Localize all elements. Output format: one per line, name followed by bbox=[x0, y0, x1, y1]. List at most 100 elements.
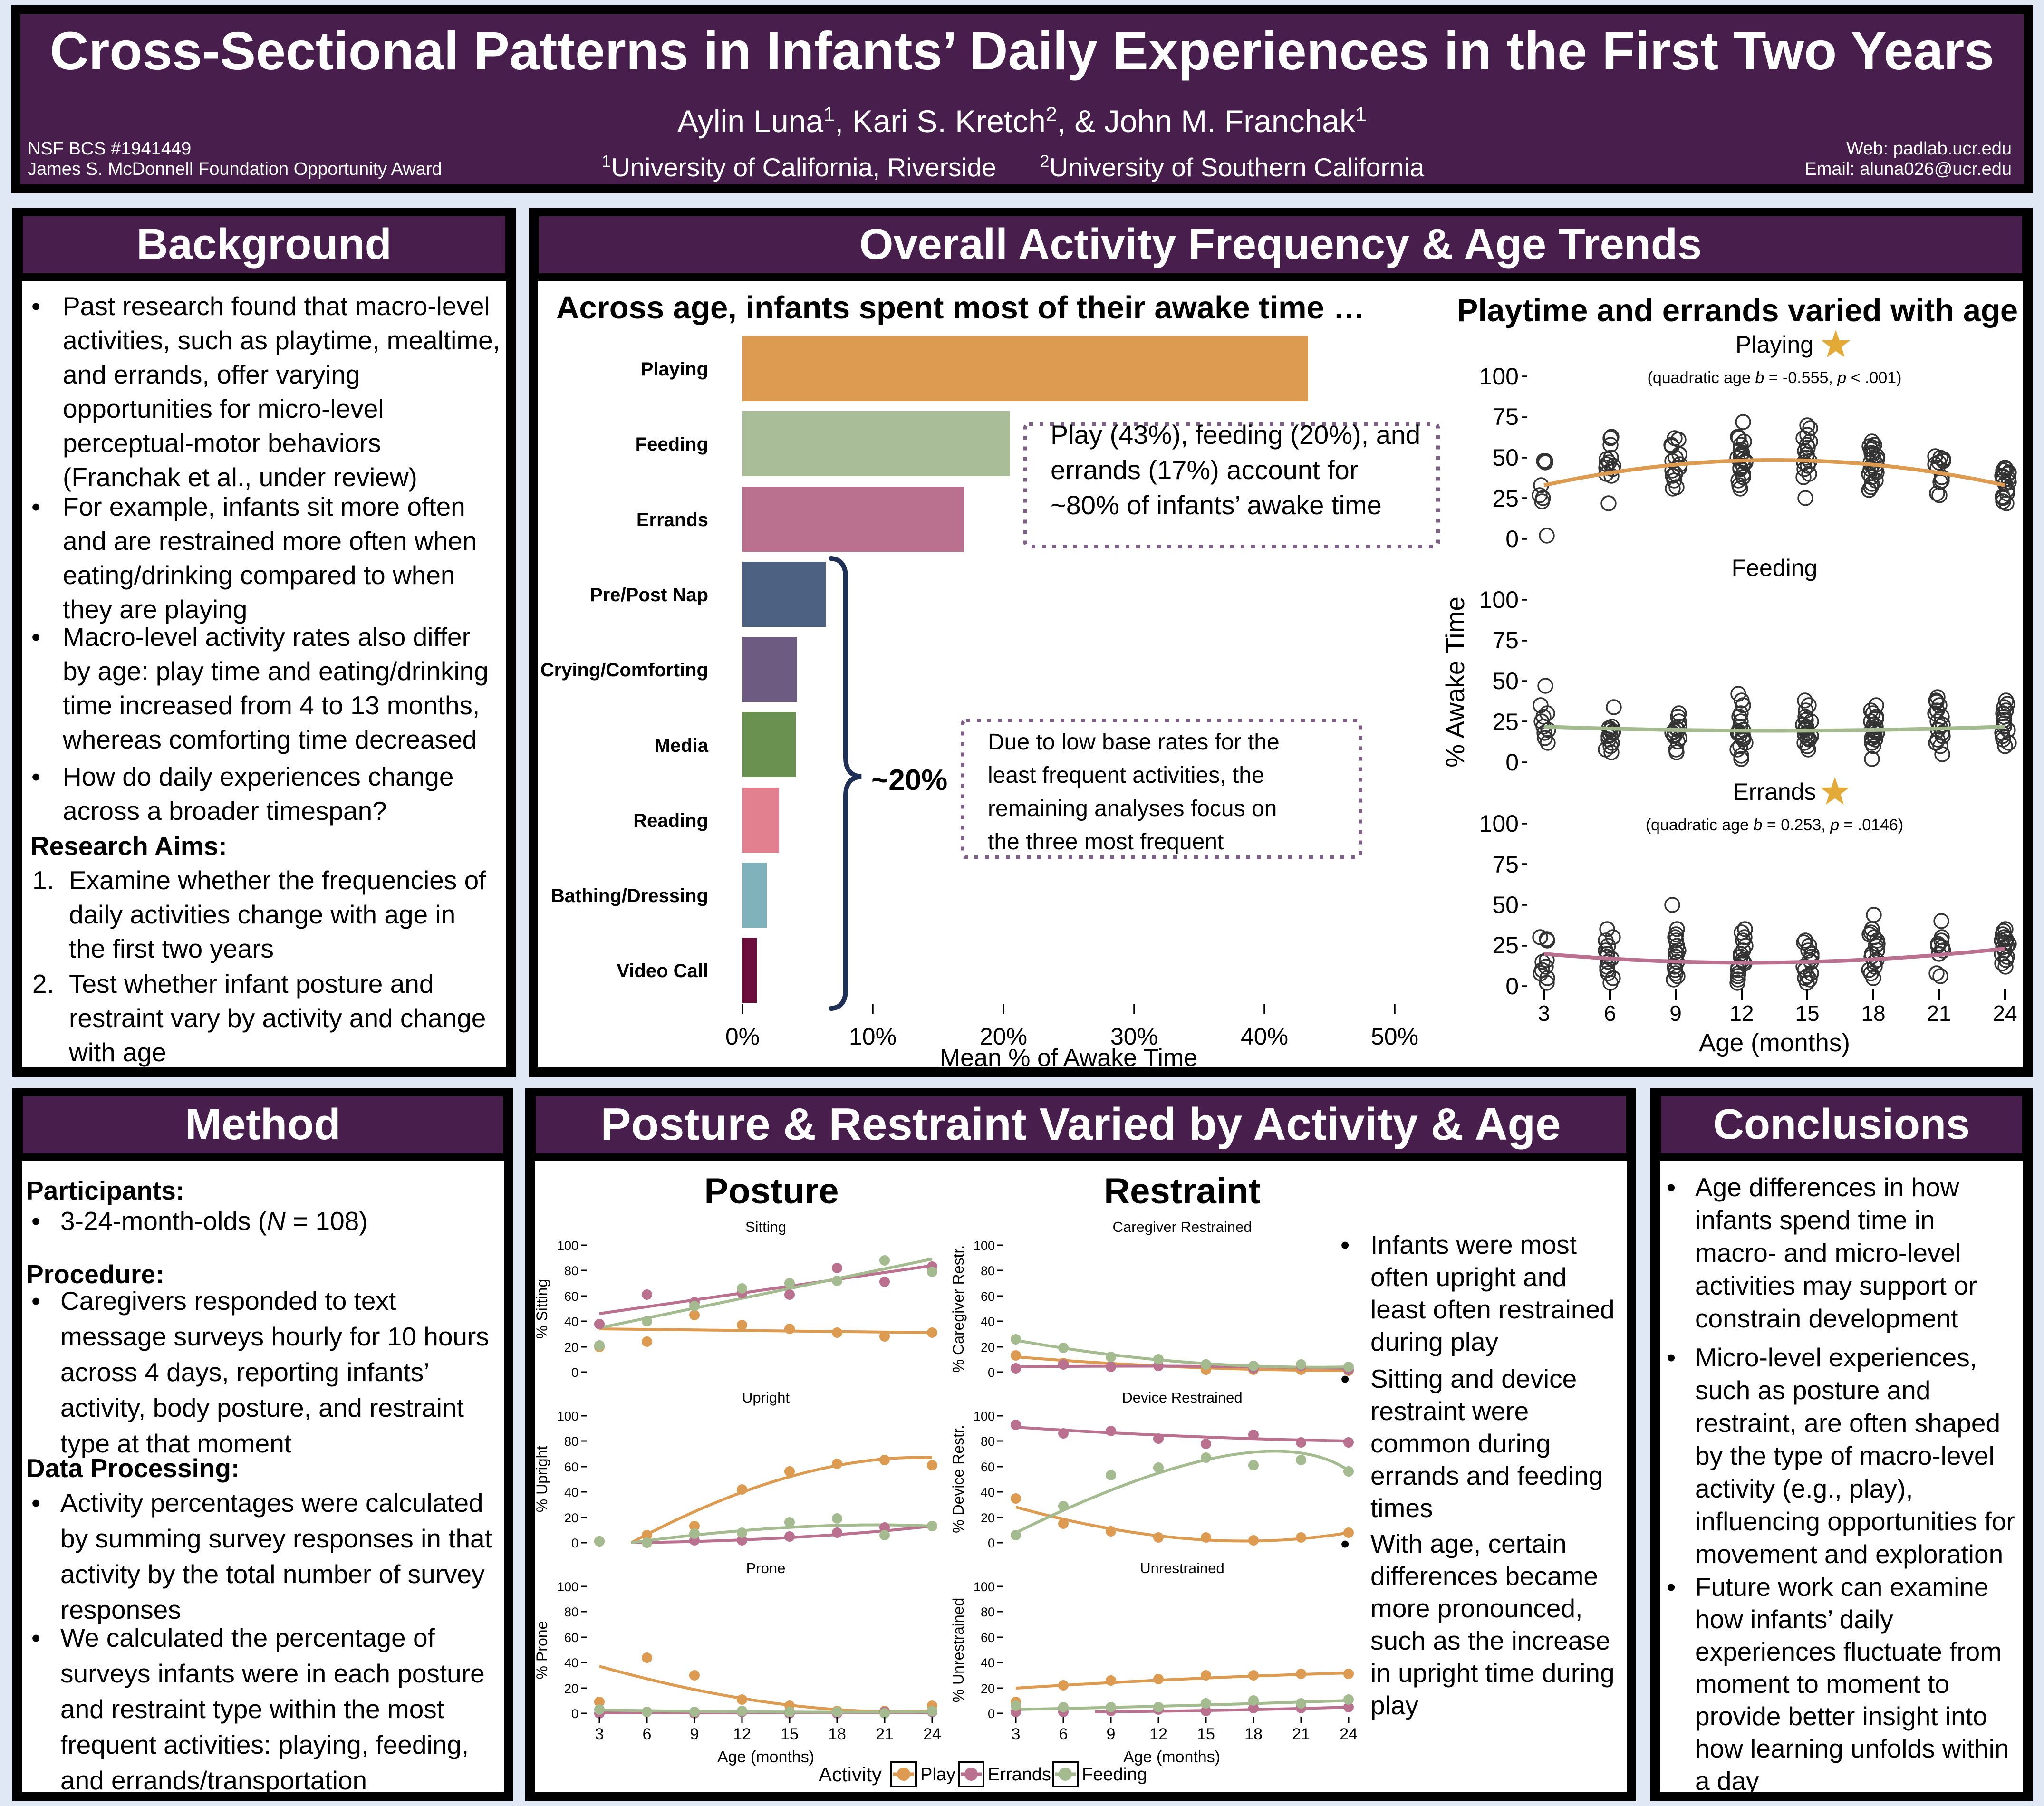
svg-text:80: 80 bbox=[564, 1434, 578, 1449]
svg-text:(quadratic age b = -0.555, p <: (quadratic age b = -0.555, p < .001) bbox=[1648, 369, 1902, 387]
svg-text:18: 18 bbox=[1861, 1001, 1885, 1026]
svg-text:100: 100 bbox=[974, 1239, 995, 1253]
svg-text:Feeding: Feeding bbox=[1732, 555, 1818, 581]
svg-text:6: 6 bbox=[1059, 1725, 1068, 1743]
svg-text:0: 0 bbox=[988, 1707, 995, 1721]
svg-text:Video Call: Video Call bbox=[617, 961, 708, 981]
svg-text:0: 0 bbox=[988, 1536, 995, 1550]
svg-text:3: 3 bbox=[1538, 1001, 1550, 1026]
svg-text:20: 20 bbox=[981, 1511, 995, 1525]
svg-text:60: 60 bbox=[981, 1631, 995, 1645]
svg-text:80: 80 bbox=[564, 1605, 578, 1619]
svg-text:100: 100 bbox=[557, 1580, 578, 1594]
svg-text:Prone: Prone bbox=[746, 1560, 786, 1576]
svg-text:100: 100 bbox=[974, 1580, 995, 1594]
svg-text:24: 24 bbox=[923, 1725, 941, 1743]
svg-text:20: 20 bbox=[564, 1681, 578, 1696]
svg-text:50: 50 bbox=[1492, 892, 1519, 918]
svg-text:9: 9 bbox=[690, 1725, 699, 1743]
svg-text:Age (months): Age (months) bbox=[717, 1748, 814, 1766]
svg-text:% Awake Time: % Awake Time bbox=[1440, 596, 1470, 768]
svg-text:40: 40 bbox=[564, 1315, 578, 1329]
svg-text:12: 12 bbox=[1149, 1725, 1167, 1743]
svg-text:25: 25 bbox=[1492, 709, 1519, 735]
svg-text:60: 60 bbox=[564, 1460, 578, 1474]
svg-text:75: 75 bbox=[1492, 627, 1519, 653]
svg-text:20: 20 bbox=[981, 1681, 995, 1696]
svg-text:100: 100 bbox=[1479, 810, 1519, 837]
svg-text:20: 20 bbox=[981, 1340, 995, 1354]
svg-text:50: 50 bbox=[1492, 668, 1519, 694]
svg-text:Posture: Posture bbox=[704, 1171, 839, 1211]
svg-text:Feeding: Feeding bbox=[636, 434, 708, 455]
svg-text:60: 60 bbox=[981, 1460, 995, 1474]
svg-text:~20%: ~20% bbox=[871, 764, 947, 797]
svg-text:60: 60 bbox=[564, 1631, 578, 1645]
svg-text:12: 12 bbox=[733, 1725, 751, 1743]
svg-text:0: 0 bbox=[571, 1365, 578, 1380]
svg-text:Activity: Activity bbox=[819, 1763, 882, 1786]
svg-text:~80% of infants’ awake time: ~80% of infants’ awake time bbox=[1051, 490, 1382, 520]
svg-text:0: 0 bbox=[1505, 973, 1519, 999]
svg-text:Play: Play bbox=[920, 1765, 955, 1785]
svg-text:80: 80 bbox=[564, 1264, 578, 1278]
svg-text:10%: 10% bbox=[849, 1023, 897, 1050]
svg-text:18: 18 bbox=[828, 1725, 846, 1743]
svg-text:20%: 20% bbox=[980, 1023, 1027, 1050]
svg-text:Across age, infants spent most: Across age, infants spent most of their … bbox=[556, 290, 1365, 326]
svg-text:Media: Media bbox=[655, 735, 709, 756]
svg-text:100: 100 bbox=[557, 1239, 578, 1253]
svg-text:24: 24 bbox=[1340, 1725, 1358, 1743]
svg-text:75: 75 bbox=[1492, 403, 1519, 430]
svg-text:50%: 50% bbox=[1371, 1023, 1418, 1050]
svg-text:20: 20 bbox=[564, 1511, 578, 1525]
svg-text:remaining analyses focus on: remaining analyses focus on bbox=[988, 796, 1277, 821]
svg-text:0: 0 bbox=[571, 1707, 578, 1721]
svg-text:Errands: Errands bbox=[1733, 778, 1816, 805]
svg-text:Reading: Reading bbox=[633, 810, 708, 831]
svg-text:12: 12 bbox=[1729, 1001, 1754, 1026]
svg-text:60: 60 bbox=[981, 1289, 995, 1304]
svg-text:75: 75 bbox=[1492, 851, 1519, 878]
svg-text:0: 0 bbox=[1505, 526, 1519, 552]
svg-text:% Unrestrained: % Unrestrained bbox=[950, 1598, 967, 1703]
svg-text:40: 40 bbox=[981, 1315, 995, 1329]
svg-text:100: 100 bbox=[1479, 363, 1519, 390]
svg-text:Caregiver Restrained: Caregiver Restrained bbox=[1113, 1219, 1252, 1235]
svg-text:Restraint: Restraint bbox=[1104, 1171, 1260, 1211]
svg-text:Due to low base rates for the: Due to low base rates for the bbox=[988, 730, 1280, 755]
svg-text:Playtime and errands varied wi: Playtime and errands varied with age bbox=[1457, 293, 2018, 328]
svg-text:% Device Restr.: % Device Restr. bbox=[950, 1425, 967, 1533]
svg-text:15: 15 bbox=[781, 1725, 799, 1743]
svg-text:Play (43%), feeding (20%), and: Play (43%), feeding (20%), and bbox=[1051, 420, 1420, 450]
svg-text:Age (months): Age (months) bbox=[1699, 1029, 1850, 1057]
svg-text:100: 100 bbox=[557, 1409, 578, 1423]
svg-text:Playing: Playing bbox=[1735, 331, 1813, 358]
svg-text:Bathing/Dressing: Bathing/Dressing bbox=[551, 885, 708, 906]
svg-text:100: 100 bbox=[974, 1409, 995, 1423]
svg-text:0: 0 bbox=[988, 1365, 995, 1380]
svg-text:40: 40 bbox=[981, 1485, 995, 1499]
svg-text:80: 80 bbox=[981, 1434, 995, 1449]
svg-text:6: 6 bbox=[643, 1725, 652, 1743]
svg-text:20: 20 bbox=[564, 1340, 578, 1354]
svg-text:Mean % of Awake Time: Mean % of Awake Time bbox=[940, 1044, 1197, 1072]
svg-text:21: 21 bbox=[1927, 1001, 1951, 1026]
svg-text:Age (months): Age (months) bbox=[1123, 1748, 1220, 1766]
svg-text:15: 15 bbox=[1197, 1725, 1215, 1743]
svg-text:21: 21 bbox=[876, 1725, 894, 1743]
svg-text:Errands: Errands bbox=[988, 1765, 1051, 1785]
svg-text:21: 21 bbox=[1292, 1725, 1310, 1743]
svg-text:Device Restrained: Device Restrained bbox=[1122, 1389, 1242, 1406]
svg-text:100: 100 bbox=[1479, 586, 1519, 613]
svg-text:Upright: Upright bbox=[742, 1389, 790, 1406]
svg-text:Crying/Comforting: Crying/Comforting bbox=[540, 660, 708, 681]
svg-text:40: 40 bbox=[981, 1656, 995, 1670]
svg-text:Feeding: Feeding bbox=[1082, 1765, 1147, 1785]
svg-text:errands (17%) account for: errands (17%) account for bbox=[1051, 455, 1358, 485]
svg-text:Errands: Errands bbox=[636, 509, 708, 530]
svg-text:Unrestrained: Unrestrained bbox=[1140, 1560, 1224, 1576]
svg-text:15: 15 bbox=[1795, 1001, 1819, 1026]
svg-text:least frequent activities, the: least frequent activities, the bbox=[988, 763, 1264, 788]
svg-text:30%: 30% bbox=[1110, 1023, 1158, 1050]
